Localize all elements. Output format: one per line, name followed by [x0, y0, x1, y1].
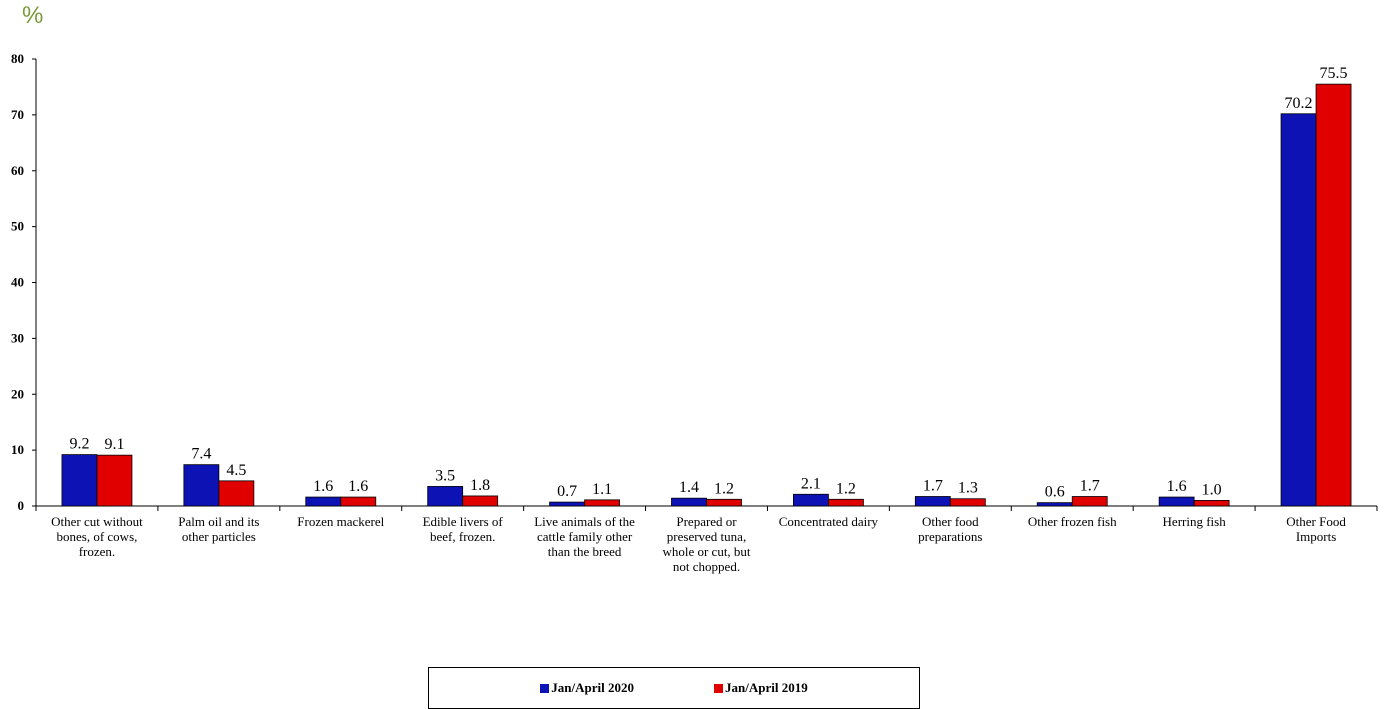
bar-2020: [183, 464, 220, 507]
data-label-2020: 1.4: [679, 479, 699, 496]
x-tick-label: Other cut without bones, of cows, frozen.: [51, 514, 143, 559]
data-label-2019: 1.8: [470, 477, 490, 494]
bar-2020: [61, 454, 98, 507]
bar-2020: [427, 486, 464, 507]
unit-label: %: [22, 2, 44, 29]
y-tick-label: 50: [11, 219, 24, 234]
legend-item-2019: Jan/April 2019: [714, 680, 808, 696]
x-tick-label: Herring fish: [1163, 514, 1227, 529]
bar-2019: [218, 480, 255, 507]
y-tick-label: 30: [11, 330, 24, 345]
data-label-2019: 1.1: [592, 481, 612, 498]
data-label-2020: 70.2: [1285, 95, 1313, 112]
x-tick-label: Edible livers of beef, frozen.: [423, 514, 504, 544]
bar-2019: [1315, 83, 1352, 507]
data-label-2020: 1.7: [923, 478, 943, 495]
data-label-2019: 1.6: [348, 478, 368, 495]
data-label-2019: 1.7: [1080, 478, 1100, 495]
axes: 0 10 20 30 40 50 60 70 80: [11, 51, 1378, 513]
x-tick-label: Other Food Imports: [1286, 514, 1346, 544]
data-label-2019: 1.2: [836, 480, 856, 497]
legend-swatch-2020: [540, 683, 550, 693]
data-label-2020: 1.6: [1167, 478, 1187, 495]
bar-2020: [1036, 502, 1073, 507]
x-tick-label: Palm oil and its other particles: [178, 514, 259, 544]
data-label-2020: 2.1: [801, 475, 821, 492]
bar-2019: [706, 498, 742, 507]
x-tick-label: Prepared or preserved tuna, whole or cut, …: [662, 514, 750, 574]
bars: [61, 83, 1352, 507]
bar-2019: [584, 499, 620, 507]
legend-label-2019: Jan/April 2019: [725, 680, 808, 695]
bar-2020: [793, 493, 829, 507]
data-label-2020: 9.2: [69, 436, 89, 453]
data-label-2019: 1.3: [958, 480, 978, 497]
y-tick-label: 70: [11, 107, 24, 122]
bar-2020: [914, 496, 951, 507]
data-label-2020: 3.5: [435, 467, 455, 484]
y-tick-label: 20: [11, 386, 24, 401]
x-tick-label: Live animals of the cattle family other th…: [534, 514, 635, 559]
data-label-2019: 9.1: [104, 436, 124, 453]
x-tick-labels: Other cut without bones, of cows, frozen. P…: [51, 514, 1346, 574]
legend-label-2020: Jan/April 2020: [551, 680, 634, 695]
data-label-2020: 0.7: [557, 483, 577, 500]
y-tick-label: 80: [11, 51, 24, 66]
data-label-2019: 1.0: [1202, 481, 1222, 498]
bar-2020: [1280, 113, 1317, 507]
bar-2019: [462, 495, 499, 507]
bar-chart: 0 10 20 30 40 50 60 70 80 9.2 9.1 7.4 4.5 1.6 1.6 3.5 1…: [11, 51, 1378, 574]
bar-2020: [305, 496, 342, 507]
x-tick-label: Frozen mackerel: [297, 514, 384, 529]
bar-2020: [549, 501, 585, 507]
legend-item-2020: Jan/April 2020: [540, 680, 634, 696]
data-labels: 9.2 9.1 7.4 4.5 1.6 1.6 3.5 1.8 0.7 1.1 1.4 1.2 2.1 1…: [69, 65, 1347, 501]
bar-2019: [828, 498, 864, 507]
data-label-2020: 0.6: [1045, 484, 1065, 501]
y-tick-label: 0: [18, 498, 25, 513]
data-label-2019: 75.5: [1320, 65, 1348, 82]
bar-2019: [340, 496, 377, 507]
x-tick-label: Concentrated dairy: [779, 514, 879, 529]
y-tick-label: 40: [11, 275, 24, 290]
y-tick-label: 10: [11, 442, 24, 457]
data-label-2020: 1.6: [313, 478, 333, 495]
data-label-2019: 1.2: [714, 480, 734, 497]
x-tick-label: Other food preparations: [918, 514, 982, 544]
x-tick-label: Other frozen fish: [1028, 514, 1117, 529]
data-label-2019: 4.5: [226, 462, 246, 479]
bar-2020: [671, 497, 707, 507]
bar-2020: [1158, 496, 1195, 507]
y-tick-label: 60: [11, 163, 24, 178]
legend-swatch-2019: [714, 683, 723, 693]
legend: Jan/April 2020 Jan/April 2019: [428, 667, 920, 709]
bar-2019: [1071, 496, 1108, 507]
bar-2019: [1193, 500, 1230, 507]
data-label-2020: 7.4: [191, 446, 211, 463]
bar-2019: [949, 498, 986, 507]
bar-2019: [96, 454, 133, 507]
